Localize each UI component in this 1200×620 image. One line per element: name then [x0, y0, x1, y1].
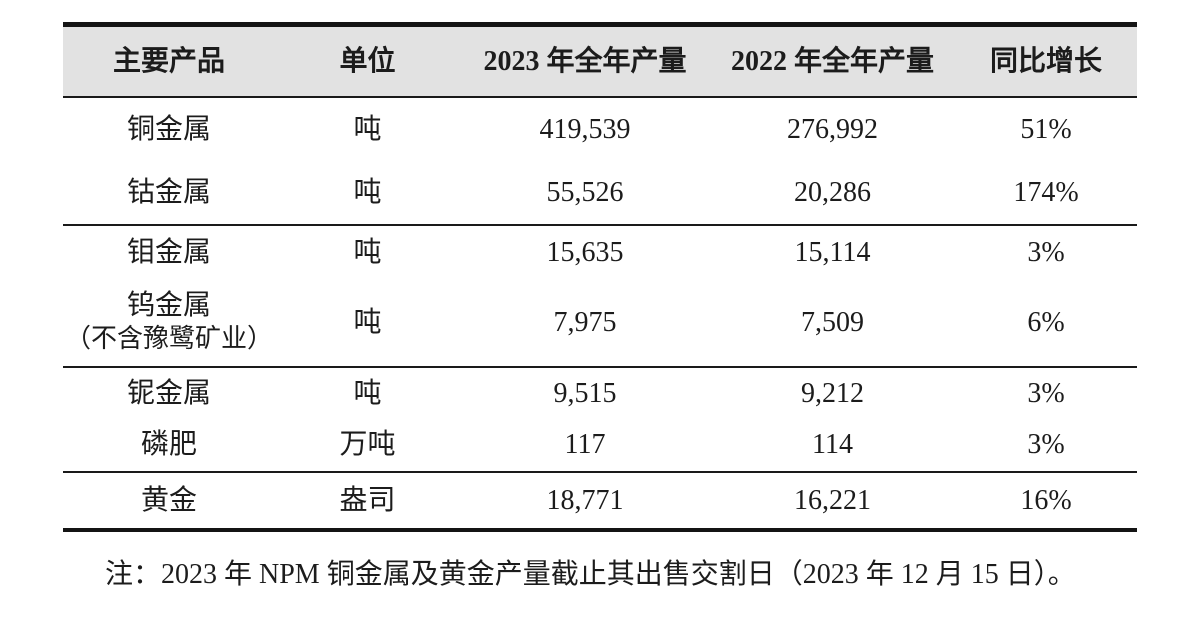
unit-cell: 盎司 [339, 484, 396, 516]
unit-cell: 吨 [353, 236, 382, 268]
table-row-phosphate: 磷肥 万吨 117 114 3% [63, 419, 1137, 472]
header-2023-output: 2023 年全年产量 [483, 45, 687, 77]
unit-cell: 吨 [353, 306, 382, 338]
header-2022-output: 2022 年全年产量 [730, 45, 934, 77]
product-cell: 铌金属 [126, 377, 211, 409]
output-2023-cell: 7,975 [553, 306, 617, 338]
growth-cell: 3% [1027, 236, 1065, 268]
table-row-tungsten: 钨金属 （不含豫鹭矿业） 吨 7,975 7,509 6% [63, 279, 1137, 367]
output-2022-cell: 7,509 [801, 306, 864, 338]
output-2023-cell: 419,539 [539, 113, 631, 145]
output-2023-cell: 18,771 [546, 484, 624, 516]
output-2023-cell: 55,526 [546, 176, 624, 208]
growth-cell: 174% [1013, 176, 1079, 208]
output-2022-cell: 15,114 [794, 236, 871, 268]
product-cell: 钴金属 [126, 176, 211, 208]
table-row-niobium: 铌金属 吨 9,515 9,212 3% [63, 367, 1137, 419]
unit-cell: 吨 [353, 113, 382, 145]
table-row-cobalt: 钴金属 吨 55,526 20,286 174% [63, 161, 1137, 225]
product-name: 钨金属 [126, 290, 211, 322]
growth-cell: 3% [1027, 429, 1065, 460]
product-cell: 磷肥 [140, 429, 197, 460]
product-cell: 铜金属 [126, 113, 211, 145]
growth-cell: 6% [1027, 306, 1065, 338]
table-row-molybdenum: 钼金属 吨 15,635 15,114 3% [63, 225, 1137, 279]
header-yoy-growth: 同比增长 [989, 45, 1102, 77]
output-2022-cell: 114 [812, 429, 853, 460]
output-2022-cell: 20,286 [794, 176, 871, 208]
output-2022-cell: 9,212 [801, 377, 864, 409]
product-cell: 钨金属 （不含豫鹭矿业） [63, 279, 275, 367]
growth-cell: 16% [1020, 484, 1072, 516]
product-cell: 钼金属 [126, 236, 211, 268]
growth-cell: 3% [1027, 377, 1065, 409]
footnote: 注：2023 年 NPM 铜金属及黄金产量截止其出售交割日（2023 年 12 … [105, 559, 1076, 590]
unit-cell: 吨 [353, 377, 382, 409]
output-2023-cell: 9,515 [553, 377, 617, 409]
output-2022-cell: 16,221 [794, 484, 871, 516]
product-subnote: （不含豫鹭矿业） [64, 324, 273, 354]
header-unit: 单位 [339, 45, 396, 77]
table-row-gold: 黄金 盎司 18,771 16,221 16% [63, 472, 1137, 530]
table-header-row: 主要产品 单位 2023 年全年产量 2022 年全年产量 同比增长 [63, 24, 1137, 97]
table-row-copper: 铜金属 吨 419,539 276,992 51% [63, 97, 1137, 161]
production-table: 主要产品 单位 2023 年全年产量 2022 年全年产量 同比增长 铜金属 吨… [63, 22, 1137, 532]
output-2023-cell: 117 [564, 429, 606, 460]
unit-cell: 吨 [353, 176, 382, 208]
unit-cell: 万吨 [339, 429, 396, 460]
output-2022-cell: 276,992 [787, 113, 878, 145]
header-product: 主要产品 [112, 45, 225, 77]
growth-cell: 51% [1020, 113, 1072, 145]
product-cell: 黄金 [140, 484, 197, 516]
output-2023-cell: 15,635 [546, 236, 624, 268]
